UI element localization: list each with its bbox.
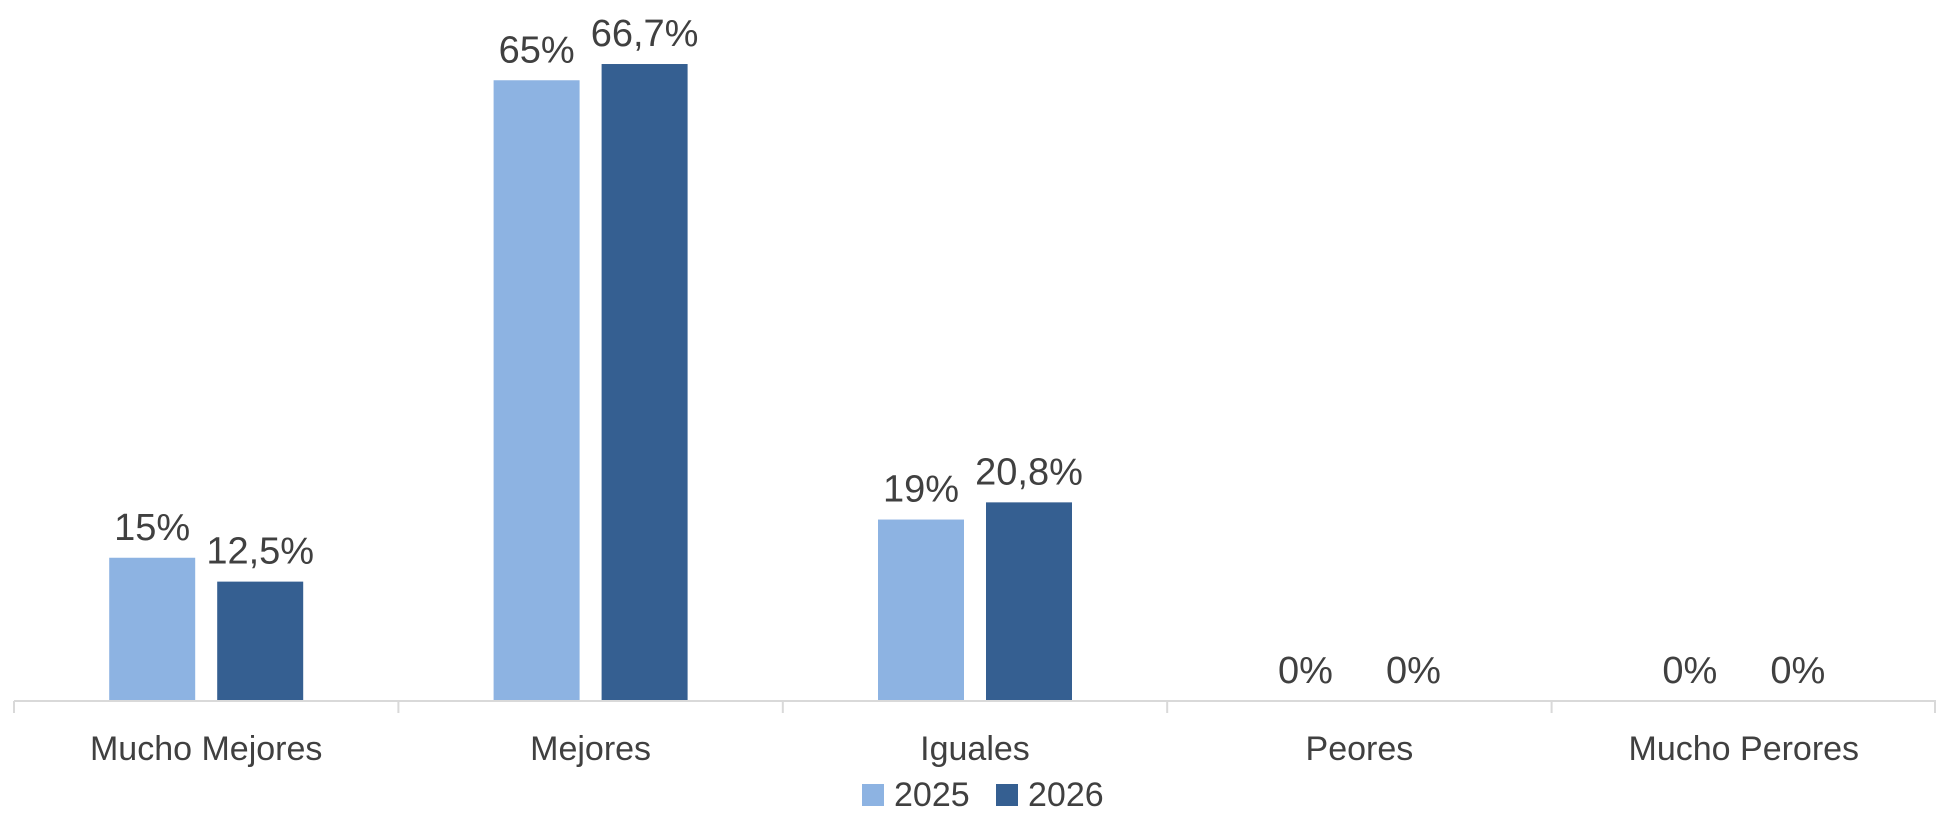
data-label-2026-3: 0% [1386,650,1441,692]
legend-label-2025: 2025 [894,776,970,814]
category-label: Mejores [530,730,651,768]
data-labels-group: 15% 12,5% 65% 66,7% 19% 20,8% 0% 0% 0% 0% [114,13,1825,692]
data-label-2025-2: 19% [883,469,959,511]
legend: 2025 2026 [862,776,1104,814]
category-labels-group: Mucho Mejores Mejores Iguales Peores Mucho P… [90,730,1859,768]
bar-2026-2 [986,502,1072,701]
data-label-2026-2: 20,8% [975,451,1083,493]
bars-group [109,64,1072,701]
bar-2025-1 [493,80,580,701]
legend-swatch-2026 [996,784,1018,806]
category-label: Mucho Perores [1629,730,1860,768]
category-label: Iguales [920,730,1030,768]
data-label-2025-4: 0% [1662,650,1717,692]
category-label: Mucho Mejores [90,730,322,768]
data-label-2025-3: 0% [1278,650,1333,692]
bar-2026-1 [601,64,688,701]
x-axis-ticks [13,701,1936,713]
data-label-2025-1: 65% [499,29,575,71]
bar-2026-0 [217,581,304,701]
legend-label-2026: 2026 [1028,776,1104,814]
bar-2025-2 [878,519,964,701]
category-label: Peores [1306,730,1414,768]
data-label-2026-1: 66,7% [591,13,699,55]
data-label-2026-4: 0% [1770,650,1825,692]
data-label-2026-0: 12,5% [206,531,314,573]
legend-swatch-2025 [862,784,884,806]
data-label-2025-0: 15% [114,507,190,549]
bar-2025-0 [109,557,196,701]
